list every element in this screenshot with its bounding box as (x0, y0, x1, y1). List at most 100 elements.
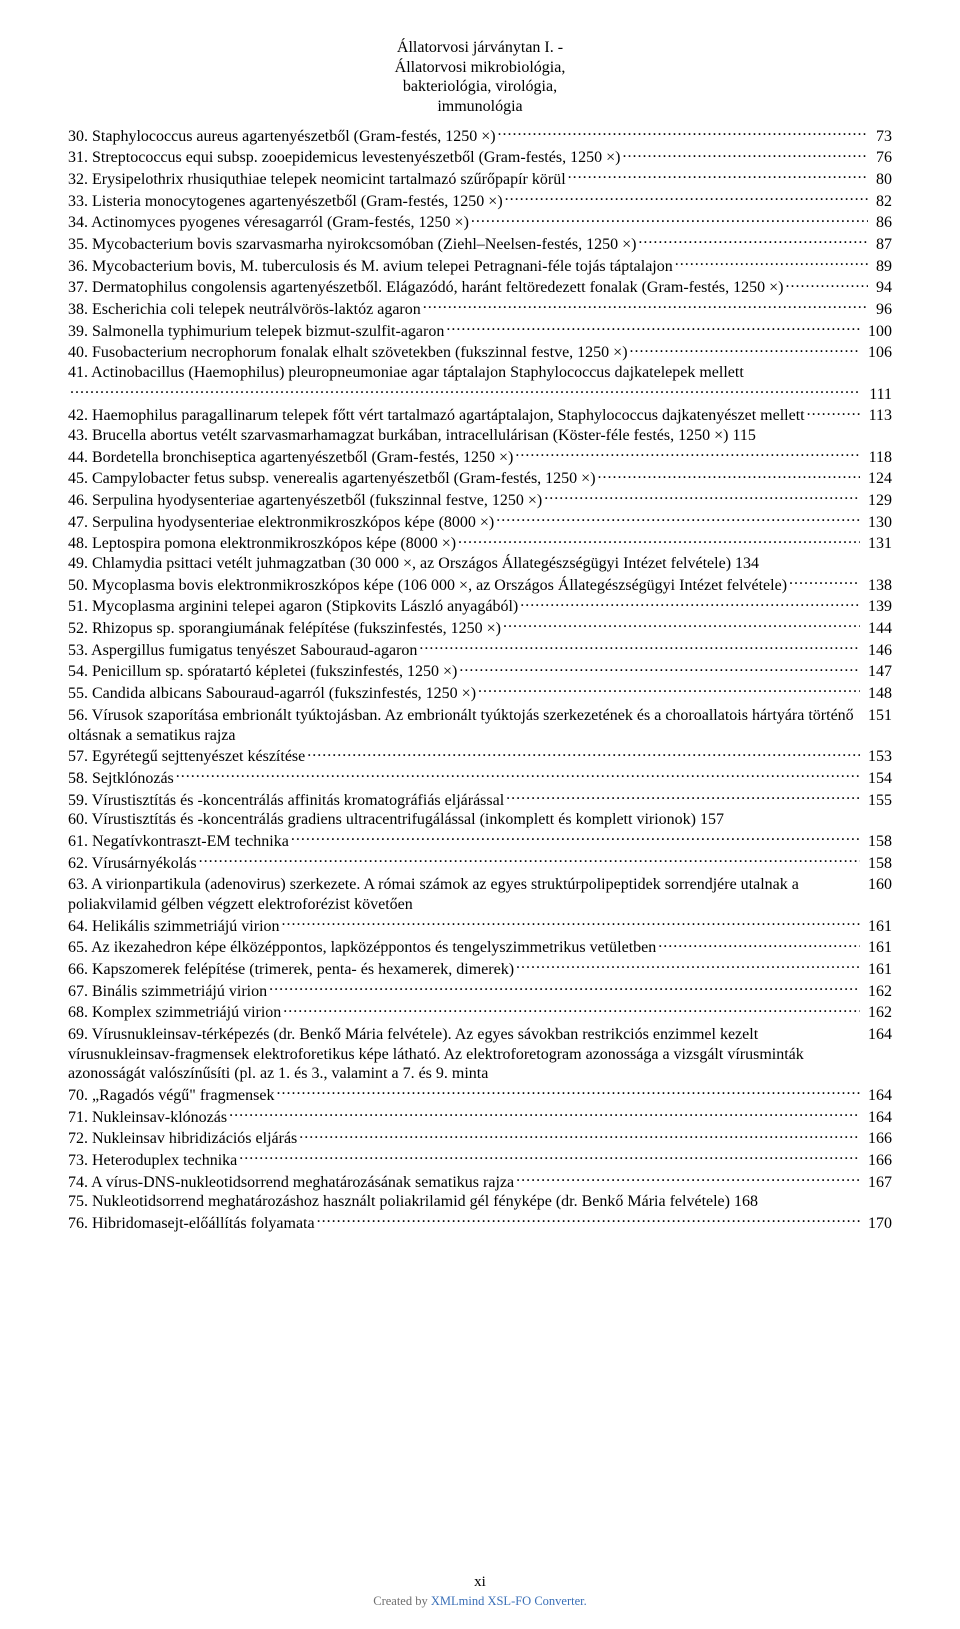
toc-entry-page: 160 (862, 875, 892, 895)
toc-entry-page: 138 (862, 576, 892, 596)
toc-entry-label: 64. Helikális szimmetriájú virion (68, 917, 280, 937)
toc-entry-label: 73. Heteroduplex technika (68, 1151, 237, 1171)
toc-entry: 73. Heteroduplex technika166 (68, 1149, 892, 1171)
toc-entry: 56. Vírusok szaporítása embrionált tyúkt… (68, 704, 892, 745)
toc-leader (544, 489, 860, 505)
toc-entry-label: 54. Penicillum sp. spóratartó képletei (… (68, 662, 457, 682)
toc-entry: 30. Staphylococcus aureus agartenyészetb… (68, 125, 892, 147)
toc-entry-page: 118 (863, 448, 892, 468)
toc-entry-page: 124 (862, 469, 892, 489)
toc-entry: 53. Aspergillus fumigatus tenyészet Sabo… (68, 639, 892, 661)
toc-entry-page: 147 (862, 662, 892, 682)
toc-entry-page: 82 (870, 192, 892, 212)
toc-entry: 46. Serpulina hyodysenteriae agartenyész… (68, 489, 892, 511)
toc-entry-page: 80 (870, 170, 892, 190)
toc-leader (785, 276, 868, 292)
toc-entry-label: 42. Haemophilus paragallinarum telepek f… (68, 406, 805, 426)
toc-leader (520, 595, 860, 611)
toc-entry: 50. Mycoplasma bovis elektronmikroszkópo… (68, 574, 892, 596)
toc-entry: 70. „Ragadós végű" fragmensek164 (68, 1084, 892, 1106)
toc-entry-page: 131 (862, 534, 892, 554)
toc-entry: 59. Vírustisztítás és -koncentrálás affi… (68, 789, 892, 811)
toc-entry: 75. Nukleotidsorrend meghatározáshoz has… (68, 1192, 892, 1212)
toc-entry: 48. Leptospira pomona elektronmikroszkóp… (68, 532, 892, 554)
header-line: immunológia (68, 97, 892, 117)
toc-entry: 43. Brucella abortus vetélt szarvasmarha… (68, 426, 892, 446)
toc-entry: 37. Dermatophilus congolensis agartenyés… (68, 276, 892, 298)
toc-entry-page: 154 (862, 769, 892, 789)
toc-entry-label: 75. Nukleotidsorrend meghatározáshoz has… (68, 1192, 758, 1212)
toc-leader (459, 660, 860, 676)
toc-leader (598, 467, 860, 483)
toc-leader (789, 574, 860, 590)
toc-entry: 35. Mycobacterium bovis szarvasmarha nyi… (68, 233, 892, 255)
toc-entry-label: 57. Egyrétegű sejttenyészet készítése (68, 747, 305, 767)
toc-leader (630, 341, 860, 357)
header-line: Állatorvosi járványtan I. - (68, 38, 892, 58)
toc-entry: 39. Salmonella typhimurium telepek bizmu… (68, 320, 892, 342)
toc-leader (505, 190, 868, 206)
toc-entry: 72. Nukleinsav hibridizációs eljárás 166 (68, 1127, 892, 1149)
toc-entry-label: 58. Sejtklónozás (68, 769, 174, 789)
toc-entry-page: 94 (870, 278, 892, 298)
toc-entry-label: 67. Binális szimmetriájú virion (68, 982, 267, 1002)
toc-entry-page: 158 (862, 854, 892, 874)
toc-entry-label: 74. A vírus-DNS-nukleotidsorrend meghatá… (68, 1173, 514, 1193)
toc-entry-label: 72. Nukleinsav hibridizációs eljárás (68, 1129, 297, 1149)
toc-entry-label: 43. Brucella abortus vetélt szarvasmarha… (68, 426, 756, 446)
toc-entry-page: 161 (862, 917, 892, 937)
toc-entry-label: 47. Serpulina hyodysenteriae elektronmik… (68, 513, 494, 533)
toc-leader (458, 532, 860, 548)
toc-entry: 67. Binális szimmetriájú virion162 (68, 980, 892, 1002)
toc-entry-label: 46. Serpulina hyodysenteriae agartenyész… (68, 491, 542, 511)
toc-entry-label: 35. Mycobacterium bovis szarvasmarha nyi… (68, 235, 636, 255)
toc-entry: 47. Serpulina hyodysenteriae elektronmik… (68, 511, 892, 533)
toc-leader (446, 320, 860, 336)
toc-entry: 61. Negatívkontraszt-EM technika158 (68, 830, 892, 852)
toc-entry-page: 146 (862, 641, 892, 661)
toc-entry: 57. Egyrétegű sejttenyészet készítése153 (68, 745, 892, 767)
toc-entry: 69. Vírusnukleinsav-térképezés (dr. Benk… (68, 1023, 892, 1084)
toc-entry: 40. Fusobacterium necrophorum fonalak el… (68, 341, 892, 363)
toc-leader (423, 298, 868, 314)
toc-entry-page: 113 (863, 406, 892, 426)
toc-entry-page: 87 (870, 235, 892, 255)
page-number: xi (0, 1573, 960, 1591)
toc-entry-label: 48. Leptospira pomona elektronmikroszkóp… (68, 534, 456, 554)
footer-credit: Created by XMLmind XSL-FO Converter. (0, 1594, 960, 1609)
toc-entry-label: 62. Vírusárnyékolás (68, 854, 197, 874)
toc-entry: 54. Penicillum sp. spóratartó képletei (… (68, 660, 892, 682)
toc-entry: 36. Mycobacterium bovis, M. tuberculosis… (68, 255, 892, 277)
toc-entry-label: 69. Vírusnukleinsav-térképezés (dr. Benk… (68, 1025, 858, 1084)
toc-entry: 64. Helikális szimmetriájú virion 161 (68, 915, 892, 937)
toc-entry: 33. Listeria monocytogenes agartenyészet… (68, 190, 892, 212)
toc-entry-label: 30. Staphylococcus aureus agartenyészetb… (68, 127, 496, 147)
toc-entry-page: 86 (870, 213, 892, 233)
toc-entry: 41. Actinobacillus (Haemophilus) pleurop… (68, 363, 892, 383)
toc-entry-label: 36. Mycobacterium bovis, M. tuberculosis… (68, 257, 673, 277)
toc-entry: 76. Hibridomasejt-előállítás folyamata17… (68, 1212, 892, 1234)
toc-entry-label: 68. Komplex szimmetriájú virion (68, 1003, 281, 1023)
table-of-contents: 30. Staphylococcus aureus agartenyészetb… (68, 125, 892, 1234)
toc-entry: 49. Chlamydia psittaci vetélt juhmagzatb… (68, 554, 892, 574)
toc-leader (419, 639, 860, 655)
toc-entry-label: 37. Dermatophilus congolensis agartenyés… (68, 278, 783, 298)
page-footer: xi Created by XMLmind XSL-FO Converter. (0, 1573, 960, 1609)
toc-entry-label: 38. Escherichia coli telepek neutrálvörö… (68, 300, 421, 320)
toc-leader (506, 789, 860, 805)
toc-leader (239, 1149, 860, 1165)
toc-entry-page: 166 (862, 1129, 892, 1149)
toc-leader (675, 255, 868, 271)
toc-entry-page: 96 (870, 300, 892, 320)
toc-entry: 60. Vírustisztítás és -koncentrálás grad… (68, 810, 892, 830)
toc-leader (807, 404, 861, 420)
toc-leader (307, 745, 860, 761)
toc-entry: 32. Erysipelothrix rhusiquthiae telepek … (68, 168, 892, 190)
toc-entry-page: 73 (870, 127, 892, 147)
toc-entry: 45. Campylobacter fetus subsp. venereali… (68, 467, 892, 489)
toc-leader (269, 980, 860, 996)
toc-entry-page: 148 (862, 684, 892, 704)
page-header: Állatorvosi járványtan I. - Állatorvosi … (68, 38, 892, 117)
toc-entry: 51. Mycoplasma arginini telepei agaron (… (68, 595, 892, 617)
toc-entry-label: 50. Mycoplasma bovis elektronmikroszkópo… (68, 576, 787, 596)
